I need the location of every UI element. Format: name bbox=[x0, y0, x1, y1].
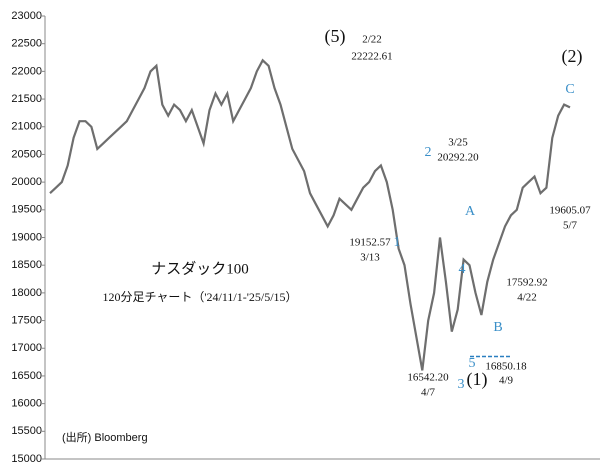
y-tick-label: 15500 bbox=[11, 425, 42, 437]
annotation: (5) bbox=[325, 26, 346, 47]
annotation: 16850.18 bbox=[485, 361, 527, 373]
y-tick-label: 16500 bbox=[11, 370, 42, 382]
annotation: 17592.92 bbox=[506, 277, 547, 289]
y-tick-label: 21500 bbox=[11, 93, 42, 105]
y-tick-label: 19000 bbox=[11, 231, 42, 243]
annotation: 20292.20 bbox=[437, 152, 479, 164]
y-tick-label: 22000 bbox=[11, 65, 42, 77]
annotation: 5 bbox=[469, 356, 476, 371]
y-tick-label: 18500 bbox=[11, 259, 42, 271]
annotation: 5/7 bbox=[563, 220, 578, 232]
chart-title: ナスダック100 bbox=[151, 260, 249, 277]
annotation: 1 bbox=[394, 235, 401, 250]
annotation: A bbox=[465, 204, 476, 219]
y-tick-label: 15000 bbox=[11, 453, 42, 465]
y-tick-label: 22500 bbox=[11, 38, 42, 50]
annotation: 3 bbox=[458, 377, 465, 392]
annotation: (1) bbox=[467, 369, 488, 390]
annotation: 2 bbox=[425, 145, 432, 160]
source: (出所) Bloomberg bbox=[62, 430, 148, 444]
annotation: 19605.07 bbox=[549, 205, 591, 217]
chart-subtitle: 120分足チャート（'24/11/1-'25/5/15） bbox=[102, 290, 297, 304]
annotation: 22222.61 bbox=[351, 51, 392, 63]
y-tick-label: 23000 bbox=[11, 10, 42, 22]
annotation: C bbox=[565, 82, 574, 97]
y-tick-label: 17000 bbox=[11, 342, 42, 354]
y-tick-label: 16000 bbox=[11, 398, 42, 410]
annotation: 2/22 bbox=[362, 34, 382, 46]
y-tick-label: 18000 bbox=[11, 287, 42, 299]
y-tick-label: 21000 bbox=[11, 121, 42, 133]
y-tick-label: 19500 bbox=[11, 204, 42, 216]
annotation: 3/13 bbox=[360, 252, 380, 264]
annotation: 4/9 bbox=[499, 375, 514, 387]
y-tick-label: 17500 bbox=[11, 314, 42, 326]
annotation: 4/22 bbox=[517, 292, 537, 304]
price-line bbox=[49, 58, 571, 371]
annotation: 4 bbox=[459, 262, 466, 277]
annotation: 3/25 bbox=[448, 137, 468, 149]
y-tick-label: 20000 bbox=[11, 176, 42, 188]
y-tick-label: 20500 bbox=[11, 148, 42, 160]
annotation: 19152.57 bbox=[349, 237, 391, 249]
annotation: 16542.20 bbox=[407, 372, 449, 384]
annotation: B bbox=[493, 320, 502, 335]
annotation: (2) bbox=[562, 46, 583, 67]
annotation: 4/7 bbox=[421, 387, 436, 399]
